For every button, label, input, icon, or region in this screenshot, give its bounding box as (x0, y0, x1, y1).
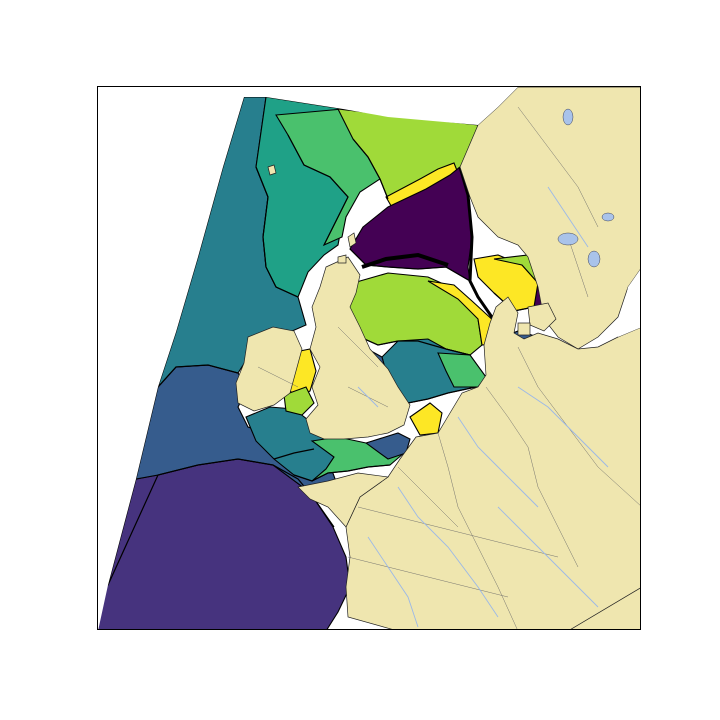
land-faroe (267, 164, 277, 176)
land-brittany (297, 472, 389, 528)
projection-edge-right (618, 269, 640, 337)
landmasses (235, 87, 640, 629)
map-frame (97, 86, 641, 630)
land-shetland (347, 232, 357, 248)
land-great-britain (305, 256, 411, 440)
lake-norway (562, 108, 574, 126)
lake-malaren (601, 212, 615, 222)
admin-borders (257, 106, 640, 629)
land-funen (517, 322, 531, 336)
lake-vattern (587, 250, 601, 268)
contour-region-channel-blue (364, 432, 411, 460)
projection-edge-top (244, 87, 518, 125)
land-zealand (527, 302, 557, 332)
land-ireland (235, 326, 303, 412)
projection-edge-left (98, 87, 244, 629)
land-alps-region (570, 587, 640, 629)
lake-vanern (557, 232, 579, 246)
hydrography (357, 108, 615, 628)
contour-region-irish-sea-green (283, 386, 315, 416)
land-orkney (337, 254, 347, 264)
contour-region-dover (409, 402, 443, 436)
land-continental-europe (345, 296, 640, 629)
contour-map (98, 87, 640, 629)
